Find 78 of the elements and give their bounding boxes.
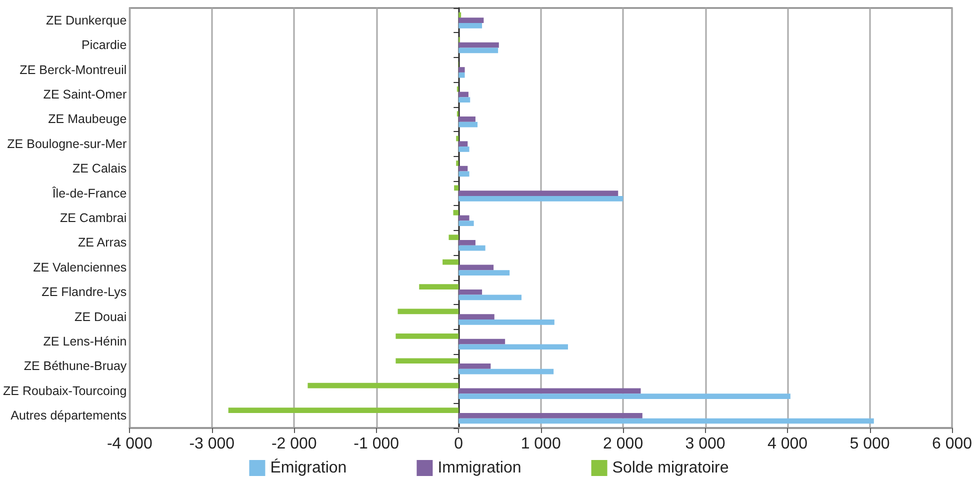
y-tick-label: ZE Douai: [74, 310, 127, 324]
bar: [458, 364, 491, 369]
bar: [458, 294, 522, 300]
y-tick-label: ZE Arras: [78, 236, 127, 250]
bar: [458, 394, 790, 399]
bar: [458, 240, 476, 246]
bar: [456, 136, 459, 142]
bar: [458, 314, 494, 320]
bar: [458, 245, 486, 251]
y-tick-label: ZE Dunkerque: [46, 13, 127, 28]
bar: [458, 388, 641, 394]
y-tick-label: Autres départements: [10, 408, 127, 423]
bar: [458, 72, 465, 78]
bar: [458, 18, 484, 24]
y-tick-label: ZE Flandre-Lys: [42, 285, 127, 300]
y-tick-label: ZE Lens-Hénin: [43, 334, 127, 349]
bar: [458, 166, 468, 172]
y-tick-label: ZE Béthune-Bruay: [24, 359, 128, 374]
bar: [458, 338, 506, 344]
bar: [456, 160, 459, 166]
bar: [458, 42, 499, 48]
x-tick-label: 6 000: [932, 436, 972, 452]
bar: [458, 368, 554, 374]
x-tick-label: 0: [454, 436, 464, 452]
legend-label: Immigration: [438, 460, 522, 476]
x-tick-label: 5 000: [850, 436, 890, 452]
bar: [458, 146, 470, 152]
x-tick-label: 2 000: [603, 436, 644, 452]
y-tick-label: ZE Cambrai: [60, 211, 127, 225]
x-tick-label: 3 000: [685, 436, 726, 452]
x-tick-label: -3 000: [189, 436, 235, 452]
bar: [458, 48, 498, 54]
y-tick-label: ZE Saint-Omer: [43, 87, 127, 102]
y-tick-label: ZE Roubaix-Tourcoing: [3, 384, 127, 398]
bar: [448, 234, 459, 240]
legend-label: Émigration: [270, 458, 347, 476]
x-tick-label: -1 000: [354, 436, 400, 452]
x-tick-label: 4 000: [768, 436, 808, 452]
bar: [396, 334, 459, 339]
bar: [458, 344, 568, 350]
bar: [458, 97, 470, 102]
y-tick-label: ZE Boulogne-sur-Mer: [7, 136, 127, 151]
bar: [458, 220, 474, 226]
bar: [453, 210, 459, 216]
bar: [458, 412, 642, 418]
bar: [396, 358, 459, 364]
bar: [458, 196, 624, 202]
y-tick-label: ZE Berck-Montreuil: [20, 62, 127, 77]
y-tick-label: ZE Maubeuge: [48, 112, 127, 126]
bar: [454, 185, 459, 191]
bar: [308, 382, 459, 388]
x-tick-label: -2 000: [271, 436, 317, 452]
bar: [458, 12, 462, 18]
bar: [458, 190, 618, 196]
y-tick-label: ZE Calais: [72, 162, 127, 176]
bar: [458, 289, 482, 295]
bar: [458, 116, 476, 122]
bar: [458, 122, 478, 128]
bar: [458, 23, 482, 28]
x-tick-label: 1 000: [520, 436, 561, 452]
bar: [228, 408, 459, 413]
bar: [458, 67, 465, 72]
legend-label: Solde migratoire: [612, 460, 729, 476]
bar: [458, 215, 470, 221]
y-tick-label: Picardie: [82, 38, 127, 52]
y-tick-label: Île-de-France: [51, 186, 127, 200]
bar: [458, 92, 468, 98]
x-tick-label: -4 000: [106, 436, 152, 452]
y-tick-label: ZE Valenciennes: [33, 260, 127, 274]
bar: [398, 308, 459, 314]
bar: [419, 284, 459, 290]
bar: [458, 141, 468, 147]
bar: [458, 270, 510, 276]
bar: [458, 171, 470, 177]
bar: [458, 264, 494, 270]
bar: [442, 259, 459, 265]
bar: [458, 320, 554, 325]
bar: [458, 418, 874, 424]
